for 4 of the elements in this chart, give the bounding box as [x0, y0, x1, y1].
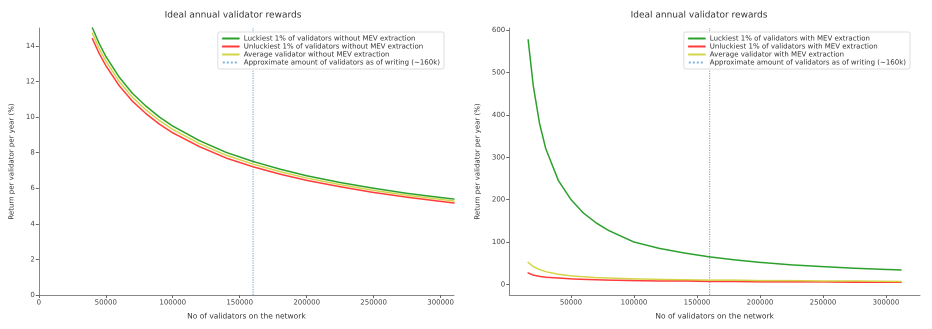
chart-title: Ideal annual validator rewards: [630, 10, 768, 20]
line-series: [527, 272, 902, 284]
chart-title: Ideal annual validator rewards: [164, 10, 302, 20]
line-series: [527, 262, 902, 282]
